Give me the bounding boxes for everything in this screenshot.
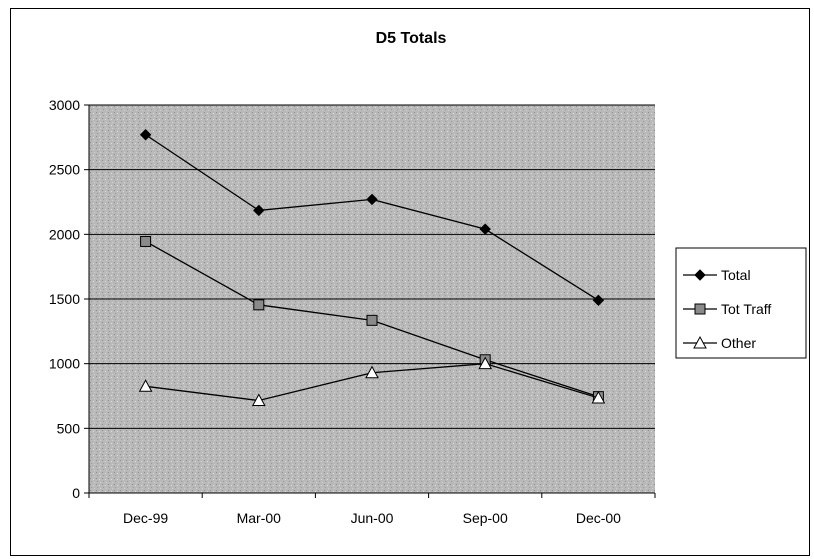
data-point-other	[365, 365, 379, 379]
legend: Total Tot Traff Other	[675, 247, 807, 359]
data-point-other	[591, 390, 606, 404]
data-point-tot-traff	[140, 235, 152, 247]
x-tick-label: Jun-00	[351, 510, 394, 526]
legend-marker	[694, 303, 706, 315]
legend-item-total: Total	[683, 267, 751, 283]
series-other	[138, 356, 606, 407]
data-point-other	[138, 379, 153, 392]
data-point-total	[366, 193, 378, 206]
x-tick-label: Dec-00	[576, 510, 621, 526]
chart-title: D5 Totals	[376, 30, 447, 47]
legend-marker	[693, 335, 707, 349]
data-point-tot-traff	[366, 314, 378, 326]
axes: 0 500 1000 1500 2000 2500 3000 Dec-99 Mar-00 Jun-…	[49, 97, 656, 526]
y-tick-label: 2000	[49, 226, 80, 242]
data-point-tot-traff	[253, 299, 265, 311]
gridlines	[89, 104, 655, 429]
x-tick-label: Dec-99	[123, 510, 168, 526]
data-point-total	[139, 129, 152, 141]
y-tick-label: 0	[72, 485, 80, 501]
y-tick-label: 500	[57, 420, 81, 436]
series-total	[139, 129, 605, 307]
y-tick-label: 2500	[49, 162, 80, 178]
data-point-total	[592, 294, 605, 307]
data-point-other	[478, 356, 493, 370]
x-tick-label: Sep-00	[463, 510, 508, 526]
line-chart: D5 Totals 0 500 1000 1500 2000 2500 3000 Dec-99…	[49, 30, 807, 526]
y-tick-label: 3000	[49, 97, 80, 113]
x-tick-label: Mar-00	[237, 510, 282, 526]
y-tick-label: 1000	[49, 356, 80, 372]
data-point-other	[251, 393, 266, 407]
chart-area: D5 Totals 0 500 1000 1500 2000 2500 3000 Dec-99…	[10, 8, 810, 556]
legend-item-tot-traff: Tot Traff	[683, 301, 771, 317]
legend-label: Total	[721, 267, 751, 283]
legend-label: Tot Traff	[721, 301, 771, 317]
legend-label: Other	[721, 335, 756, 351]
data-point-total	[253, 204, 265, 217]
data-point-total	[479, 223, 491, 235]
legend-item-other: Other	[683, 335, 756, 351]
series-layer	[138, 129, 606, 407]
y-tick-label: 1500	[49, 291, 80, 307]
legend-marker	[694, 269, 706, 281]
